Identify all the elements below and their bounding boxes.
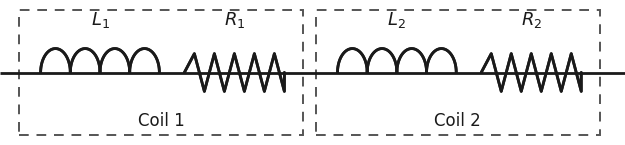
Text: $L_2$: $L_2$: [388, 10, 406, 30]
Text: Coil 1: Coil 1: [138, 113, 184, 130]
Text: $L_1$: $L_1$: [91, 10, 109, 30]
Text: Coil 2: Coil 2: [434, 113, 481, 130]
Text: $R_2$: $R_2$: [521, 10, 542, 30]
Text: $R_1$: $R_1$: [224, 10, 245, 30]
